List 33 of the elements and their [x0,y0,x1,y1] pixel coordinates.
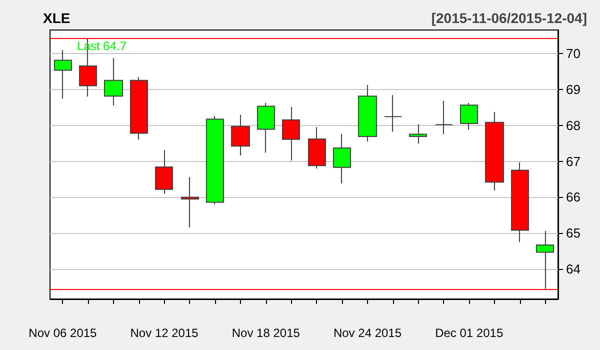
y-tick-label: 67 [566,154,580,169]
candlestick [460,102,478,130]
chart-title: XLE [43,10,70,26]
y-tick-label: 66 [566,190,580,205]
candlestick [231,114,250,156]
candlestick [358,84,377,142]
candlestick [257,102,275,154]
candlestick [104,58,123,106]
x-tick-label: Nov 18 2015 [232,326,300,340]
x-tick-label: Nov 06 2015 [28,326,98,340]
chart-subtitle: [2015-11-06/2015-12-04] [431,10,588,26]
x-tick-label: Nov 24 2015 [333,326,402,340]
candlestick [435,100,453,135]
candlestick [181,176,199,228]
x-tick-label: Dec 01 2015 [435,326,504,340]
candlestick [333,133,351,184]
candlestick [54,50,72,100]
candlestick [206,115,224,205]
candlestick [282,106,300,162]
candlestick [409,124,427,144]
y-tick-label: 65 [566,226,580,241]
candlestick [130,76,148,140]
candlestick [308,126,326,169]
candlestick [511,162,529,243]
y-tick-label: 70 [566,46,580,61]
y-tick-label: 69 [566,82,580,97]
candlestick [485,111,504,191]
y-tick-label: 64 [566,262,580,277]
candlestick [384,94,402,132]
candlestick [155,150,173,194]
candlestick [536,230,554,290]
y-tick-label: 68 [566,118,580,133]
x-tick-label: Nov 12 2015 [130,326,199,340]
